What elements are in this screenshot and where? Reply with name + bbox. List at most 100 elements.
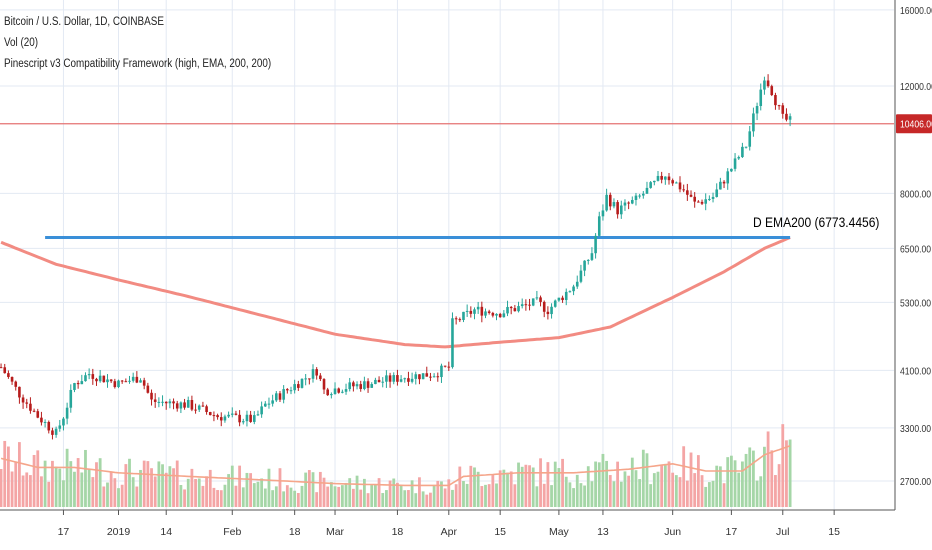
volume-bar bbox=[381, 493, 385, 507]
candle-body bbox=[697, 201, 700, 203]
candle-body bbox=[410, 378, 414, 382]
candle-body bbox=[396, 375, 399, 382]
candle-body bbox=[304, 378, 307, 380]
symbol-title[interactable]: Bitcoin / U.S. Dollar, 1D, COINBASE bbox=[4, 16, 164, 28]
volume-bar bbox=[29, 475, 32, 507]
volume-bar bbox=[208, 469, 212, 507]
candle-body bbox=[381, 381, 385, 383]
volume-bar bbox=[777, 464, 781, 507]
volume-bar bbox=[168, 466, 172, 507]
volume-bar bbox=[667, 461, 671, 507]
candle-body bbox=[631, 199, 634, 204]
volume-bar bbox=[318, 471, 322, 507]
candle-body bbox=[142, 380, 146, 386]
candle-body bbox=[234, 413, 238, 415]
candle-body bbox=[678, 182, 682, 190]
candle-body bbox=[649, 182, 652, 188]
volume-bar bbox=[205, 476, 208, 507]
volume-indicator-title[interactable]: Vol (20) bbox=[4, 37, 39, 49]
volume-bar bbox=[763, 446, 766, 507]
candle-body bbox=[205, 406, 208, 413]
time-tick-label: 17 bbox=[58, 526, 70, 538]
volume-bar bbox=[689, 452, 693, 507]
candle-body bbox=[109, 379, 113, 382]
candle-body bbox=[106, 379, 109, 383]
volume-bar bbox=[447, 479, 451, 507]
candle-body bbox=[212, 415, 216, 417]
candle-body bbox=[392, 375, 396, 382]
candle-body bbox=[297, 384, 300, 388]
time-tick-label: Feb bbox=[223, 526, 241, 538]
volume-bar bbox=[102, 486, 106, 507]
candle-body bbox=[0, 367, 3, 369]
ema200-line bbox=[0, 236, 791, 349]
volume-bar bbox=[175, 460, 179, 507]
candle-body bbox=[752, 113, 755, 132]
candle-body bbox=[293, 384, 296, 391]
candle-body bbox=[252, 415, 256, 422]
candlesticks bbox=[0, 74, 792, 440]
volume-bar bbox=[87, 469, 91, 507]
volume-bar bbox=[289, 487, 293, 507]
volume-bar bbox=[14, 461, 18, 507]
volume-bar bbox=[693, 473, 697, 507]
ema200-annotation[interactable]: D EMA200 (6773.4456) bbox=[753, 214, 879, 230]
candle-body bbox=[597, 216, 601, 236]
volume-bar bbox=[32, 454, 36, 507]
candle-body bbox=[421, 373, 425, 380]
volume-bar bbox=[425, 494, 429, 507]
price-axis[interactable]: 16000.00 12000.00 8000.00 6500.00 5300.00 410… bbox=[900, 5, 932, 488]
volume-bar bbox=[95, 462, 98, 507]
candle-body bbox=[480, 306, 484, 316]
candle-body bbox=[586, 259, 590, 261]
candle-body bbox=[414, 374, 418, 379]
volume-bar bbox=[627, 475, 631, 507]
volume-bar bbox=[399, 485, 403, 507]
volume-bar bbox=[252, 483, 256, 507]
candle-body bbox=[36, 411, 40, 418]
candle-body bbox=[638, 195, 641, 197]
time-tick-label: 15 bbox=[828, 526, 840, 538]
volume-bar bbox=[109, 471, 113, 507]
candle-body bbox=[62, 418, 65, 426]
candle-body bbox=[627, 202, 630, 204]
volume-bar bbox=[671, 472, 675, 507]
volume-bar bbox=[62, 480, 65, 507]
volume-bar bbox=[311, 472, 315, 507]
volume-bar bbox=[660, 464, 664, 507]
volume-bar bbox=[326, 486, 330, 507]
price-badge-label: 10406.00 bbox=[900, 119, 932, 131]
volume-bar bbox=[528, 465, 531, 507]
candle-body bbox=[403, 378, 407, 380]
volume-bar bbox=[729, 455, 733, 507]
volume-bar bbox=[641, 449, 645, 507]
volume-bar bbox=[476, 471, 480, 507]
volume-bar bbox=[443, 488, 447, 507]
candle-body bbox=[194, 409, 197, 411]
volume-bar bbox=[216, 490, 219, 507]
candle-body bbox=[388, 375, 392, 382]
volume-bar bbox=[597, 462, 601, 507]
candle-body bbox=[271, 400, 274, 404]
candle-body bbox=[561, 297, 564, 301]
time-axis[interactable]: 17 2019 14 Feb 18 Mar 18 Apr 15 May 13 Jun 17 Jul 15 bbox=[58, 510, 841, 538]
candle-body bbox=[102, 375, 106, 383]
volume-bar bbox=[704, 486, 708, 507]
candle-body bbox=[664, 176, 667, 180]
candle-body bbox=[465, 310, 469, 312]
candle-body bbox=[572, 286, 575, 292]
volume-bar bbox=[131, 477, 135, 507]
volume-bar bbox=[98, 458, 102, 507]
candle-body bbox=[642, 193, 645, 196]
volume-bar bbox=[752, 450, 755, 507]
volume-bar bbox=[707, 482, 711, 507]
candle-body bbox=[264, 403, 267, 407]
volume-bar bbox=[469, 465, 473, 507]
candle-body bbox=[98, 375, 102, 382]
volume-bar bbox=[630, 457, 634, 507]
volume-bar bbox=[146, 461, 150, 507]
candle-body bbox=[51, 430, 54, 435]
volume-bar bbox=[194, 478, 197, 507]
ema-indicator-title[interactable]: Pinescript v3 Compatibility Framework (h… bbox=[4, 58, 272, 70]
